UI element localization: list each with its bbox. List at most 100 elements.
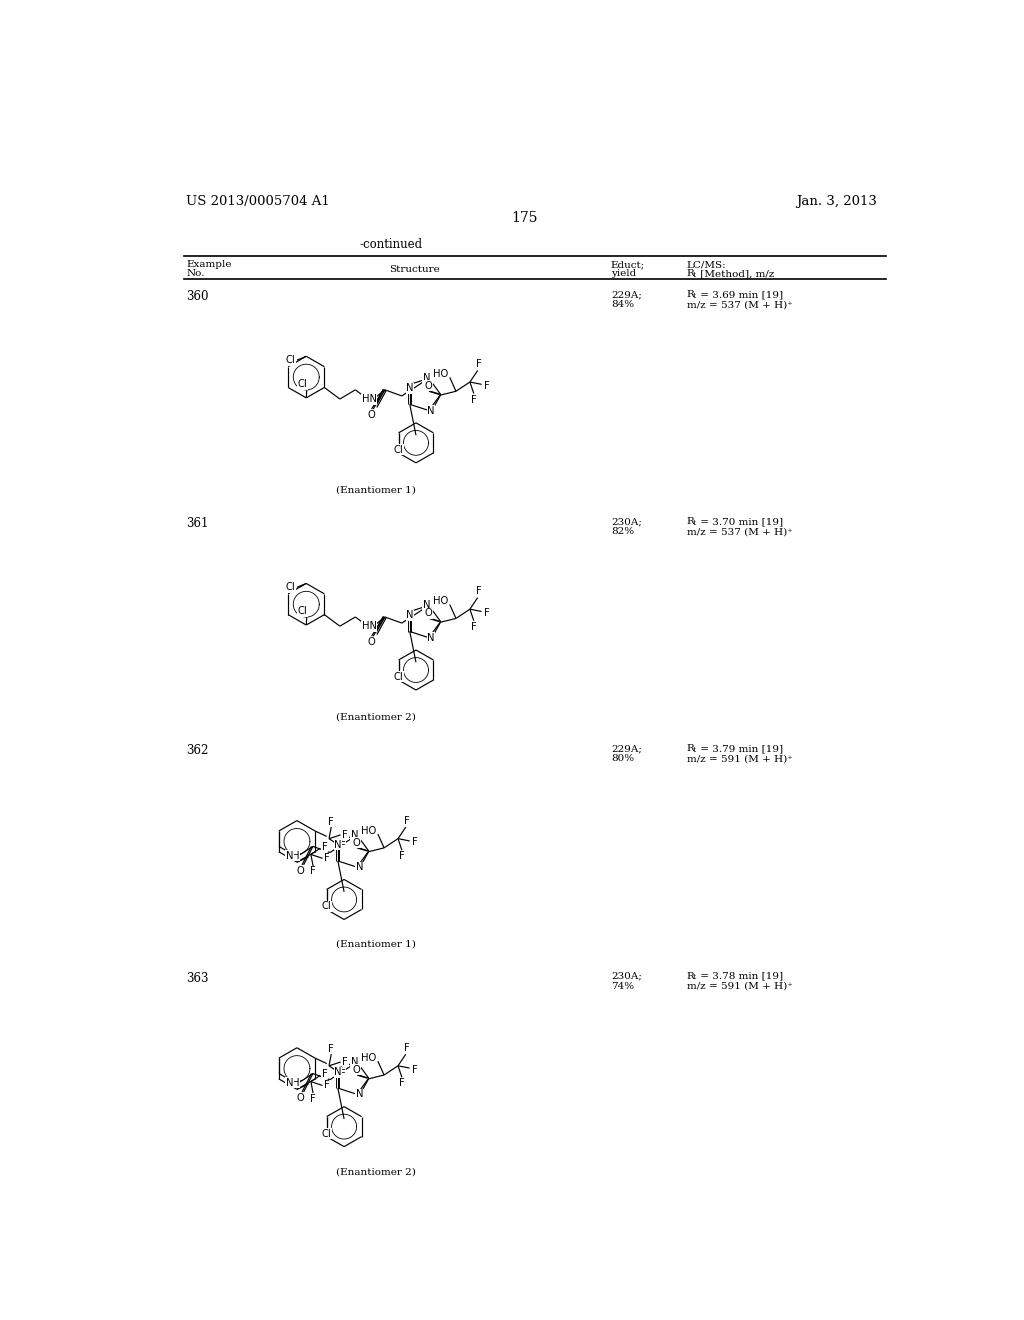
Text: 230A;: 230A; <box>611 517 642 527</box>
Text: O: O <box>297 1093 304 1104</box>
Text: = 3.69 min [19]: = 3.69 min [19] <box>697 290 783 300</box>
Text: F: F <box>399 851 404 862</box>
Text: N: N <box>334 840 342 850</box>
Text: O: O <box>352 838 360 847</box>
Text: Example: Example <box>186 260 231 269</box>
Text: N: N <box>351 830 358 840</box>
Text: F: F <box>325 853 330 863</box>
Text: 362: 362 <box>186 744 209 758</box>
Text: 360: 360 <box>186 290 209 304</box>
Text: t: t <box>693 973 696 981</box>
Text: R: R <box>687 269 694 279</box>
Text: N: N <box>427 405 435 416</box>
Text: F: F <box>413 837 418 847</box>
Text: F: F <box>484 609 489 618</box>
Text: (Enantiomer 1): (Enantiomer 1) <box>336 940 416 949</box>
Text: t: t <box>693 519 696 527</box>
Text: 80%: 80% <box>611 755 634 763</box>
Text: N: N <box>407 383 414 393</box>
Text: O: O <box>352 1065 360 1074</box>
Text: HO: HO <box>361 1053 377 1063</box>
Text: O: O <box>368 411 376 420</box>
Text: N: N <box>427 632 435 643</box>
Text: F: F <box>329 817 334 826</box>
Text: t: t <box>693 271 696 279</box>
Text: Cl: Cl <box>393 672 403 682</box>
Text: = 3.78 min [19]: = 3.78 min [19] <box>697 972 783 981</box>
Text: R: R <box>687 517 694 527</box>
Text: 230A;: 230A; <box>611 972 642 981</box>
Text: = 3.79 min [19]: = 3.79 min [19] <box>697 744 783 754</box>
Text: (Enantiomer 2): (Enantiomer 2) <box>336 713 416 722</box>
Text: Jan. 3, 2013: Jan. 3, 2013 <box>796 195 877 209</box>
Text: HN: HN <box>361 395 377 404</box>
Text: [Method], m/z: [Method], m/z <box>697 269 774 279</box>
Text: F: F <box>399 1078 404 1089</box>
Text: Cl: Cl <box>322 902 332 911</box>
Text: F: F <box>476 586 482 597</box>
Text: H: H <box>292 1078 300 1088</box>
Text: F: F <box>325 1081 330 1090</box>
Text: F: F <box>471 622 476 632</box>
Text: No.: No. <box>186 268 205 277</box>
Text: N: N <box>407 610 414 620</box>
Text: R: R <box>687 290 694 300</box>
Text: HO: HO <box>361 826 377 836</box>
Text: -continued: -continued <box>360 238 423 251</box>
Text: Cl: Cl <box>286 582 296 593</box>
Text: Educt;: Educt; <box>611 260 645 269</box>
Text: F: F <box>471 395 476 405</box>
Text: H: H <box>292 850 300 861</box>
Text: t: t <box>693 292 696 300</box>
Text: Cl: Cl <box>393 445 403 455</box>
Text: R: R <box>687 744 694 754</box>
Text: 229A;: 229A; <box>611 744 642 754</box>
Text: F: F <box>404 1043 411 1053</box>
Text: 363: 363 <box>186 972 209 985</box>
Text: t: t <box>693 746 696 754</box>
Text: O: O <box>368 638 376 647</box>
Text: m/z = 591 (M + H)⁺: m/z = 591 (M + H)⁺ <box>687 755 793 763</box>
Text: F: F <box>404 816 411 826</box>
Text: N: N <box>423 601 430 610</box>
Text: N: N <box>334 1067 342 1077</box>
Text: 84%: 84% <box>611 300 634 309</box>
Text: F: F <box>340 1069 346 1078</box>
Text: N: N <box>351 1057 358 1067</box>
Text: F: F <box>322 1069 328 1078</box>
Text: = 3.70 min [19]: = 3.70 min [19] <box>697 517 783 527</box>
Text: F: F <box>310 1093 316 1104</box>
Text: Cl: Cl <box>298 379 307 389</box>
Text: 82%: 82% <box>611 527 634 536</box>
Text: (Enantiomer 2): (Enantiomer 2) <box>336 1167 416 1176</box>
Text: LC/MS:: LC/MS: <box>687 260 726 269</box>
Text: F: F <box>329 1044 334 1053</box>
Text: Cl: Cl <box>322 1129 332 1139</box>
Text: HN: HN <box>361 622 377 631</box>
Text: F: F <box>322 842 328 851</box>
Text: O: O <box>424 609 432 618</box>
Text: F: F <box>476 359 482 370</box>
Text: m/z = 591 (M + H)⁺: m/z = 591 (M + H)⁺ <box>687 982 793 990</box>
Text: 229A;: 229A; <box>611 290 642 300</box>
Text: HO: HO <box>433 370 449 379</box>
Text: HO: HO <box>433 597 449 606</box>
Text: F: F <box>340 841 346 851</box>
Text: F: F <box>342 830 348 840</box>
Text: R: R <box>687 972 694 981</box>
Text: 361: 361 <box>186 517 209 531</box>
Text: F: F <box>484 381 489 391</box>
Text: 74%: 74% <box>611 982 634 990</box>
Text: N: N <box>286 850 294 861</box>
Text: (Enantiomer 1): (Enantiomer 1) <box>336 486 416 495</box>
Text: 175: 175 <box>512 211 538 224</box>
Text: N: N <box>423 374 430 383</box>
Text: F: F <box>310 866 316 876</box>
Text: m/z = 537 (M + H)⁺: m/z = 537 (M + H)⁺ <box>687 527 793 536</box>
Text: F: F <box>413 1065 418 1074</box>
Text: N: N <box>355 1089 364 1100</box>
Text: US 2013/0005704 A1: US 2013/0005704 A1 <box>186 195 330 209</box>
Text: O: O <box>424 381 432 391</box>
Text: O: O <box>297 866 304 876</box>
Text: Cl: Cl <box>298 606 307 616</box>
